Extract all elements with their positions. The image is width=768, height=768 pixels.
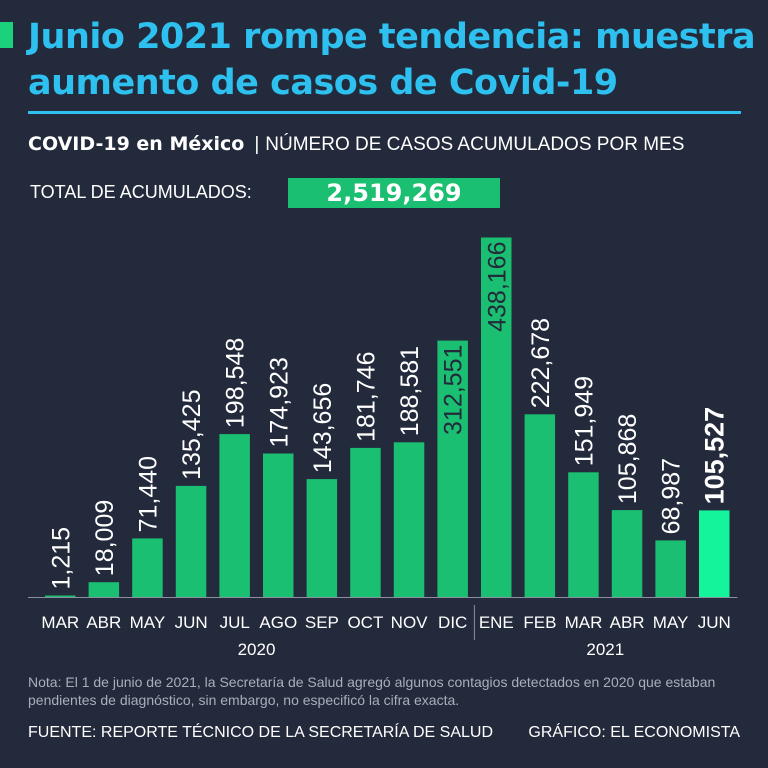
value-label: 174,923 <box>265 357 293 447</box>
bar-abr-13 <box>611 510 643 597</box>
value-label: 188,581 <box>396 346 424 436</box>
year-label: 2021 <box>586 640 624 659</box>
category-label: MAR <box>41 613 79 632</box>
bar-may-2 <box>132 538 163 597</box>
value-label: 71,440 <box>134 456 162 532</box>
category-label: MAY <box>130 613 166 632</box>
category-label: DIC <box>438 613 467 632</box>
category-label: OCT <box>347 613 383 632</box>
value-label: 68,987 <box>658 458 686 534</box>
source-credit: FUENTE: REPORTE TÉCNICO DE LA SECRETARÍA… <box>28 724 493 741</box>
year-label: 2020 <box>238 640 276 659</box>
category-label: ABR <box>86 613 121 632</box>
bar-abr-1 <box>88 582 120 597</box>
bar-jun-3 <box>175 485 207 597</box>
value-label: 143,656 <box>309 383 337 473</box>
value-label: 438,166 <box>483 242 511 332</box>
value-label: 105,868 <box>614 414 642 504</box>
graphic-credit: GRÁFICO: EL ECONOMISTA <box>528 724 740 741</box>
category-label: MAY <box>653 613 689 632</box>
value-label: 198,548 <box>222 338 250 428</box>
value-label: 1,215 <box>47 527 75 590</box>
category-label: FEB <box>523 613 556 632</box>
subtitle-rest: NÚMERO DE CASOS ACUMULADOS POR MES <box>265 134 685 155</box>
value-label: 222,678 <box>527 318 555 408</box>
category-label: JUL <box>220 613 250 632</box>
bar-dic-9 <box>437 340 468 597</box>
category-label: ENE <box>479 613 514 632</box>
total-label: TOTAL DE ACUMULADOS: <box>30 182 252 202</box>
subtitle-bold: COVID-19 en México <box>28 133 245 155</box>
value-label: 151,949 <box>571 376 599 466</box>
value-label: 105,527 <box>699 407 729 505</box>
bar-feb-11 <box>524 414 556 597</box>
value-label: 312,551 <box>440 345 468 435</box>
bar-jun-15 <box>699 510 730 597</box>
category-label: MAR <box>565 613 603 632</box>
category-label: AGO <box>259 613 297 632</box>
category-label: ABR <box>610 613 645 632</box>
bar-oct-7 <box>350 447 381 597</box>
value-label: 135,425 <box>178 390 206 480</box>
chart-subtitle: COVID-19 en México | NÚMERO DE CASOS ACUMU… <box>28 133 684 156</box>
subtitle-separator: | <box>254 134 260 155</box>
bar-ago-5 <box>263 453 294 597</box>
value-label: 18,009 <box>91 500 119 576</box>
bar-sep-6 <box>306 479 338 597</box>
bar-jul-4 <box>219 434 250 597</box>
bar-mar-12 <box>568 472 599 597</box>
accent-bar <box>0 22 13 48</box>
page-title: Junio 2021 rompe tendencia: muestra aume… <box>28 17 756 103</box>
bar-mar-0 <box>45 595 76 597</box>
category-label: NOV <box>391 613 429 632</box>
value-label: 181,746 <box>352 352 380 442</box>
category-label: SEP <box>305 613 339 632</box>
category-label: JUN <box>698 613 731 632</box>
title-divider <box>28 111 741 114</box>
footnote: Nota: El 1 de junio de 2021, la Secretar… <box>28 674 716 708</box>
bar-nov-8 <box>393 442 425 597</box>
bar-may-14 <box>655 540 686 597</box>
total-value: 2,519,269 <box>288 178 500 208</box>
category-label: JUN <box>175 613 208 632</box>
bar-ene-10 <box>481 237 512 597</box>
